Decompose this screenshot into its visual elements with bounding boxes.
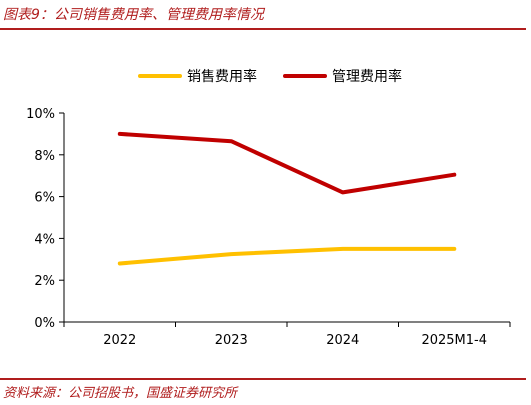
source-divider [0, 378, 526, 380]
legend-label: 销售费用率 [187, 68, 257, 85]
source-note: 资料来源：公司招股书，国盛证券研究所 [3, 386, 238, 401]
series-line-2 [117, 131, 457, 195]
x-tick-label: 2023 [215, 333, 248, 348]
y-tick-label: 10% [26, 107, 55, 122]
x-axis: 2022 2023 2024 2025M1-4 [63, 321, 511, 348]
y-tick-label: 4% [34, 232, 55, 247]
series-line-1 [117, 246, 457, 266]
y-tick-label: 2% [34, 274, 55, 289]
x-tick-label: 2025M1-4 [421, 333, 487, 348]
figure-title: 图表9：公司销售费用率、管理费用率情况 [3, 7, 264, 23]
chart-series [117, 131, 457, 266]
chart-legend: 销售费用率 管理费用率 [138, 68, 402, 85]
legend-label: 管理费用率 [332, 68, 402, 85]
y-axis: 0% 2% 4% 6% 8% 10% [26, 107, 65, 331]
y-tick-label: 8% [34, 149, 55, 164]
y-tick-label: 6% [34, 191, 55, 206]
x-tick-label: 2024 [326, 333, 359, 348]
x-tick-label: 2022 [103, 333, 136, 348]
y-tick-label: 0% [34, 316, 55, 331]
title-divider [0, 28, 526, 30]
